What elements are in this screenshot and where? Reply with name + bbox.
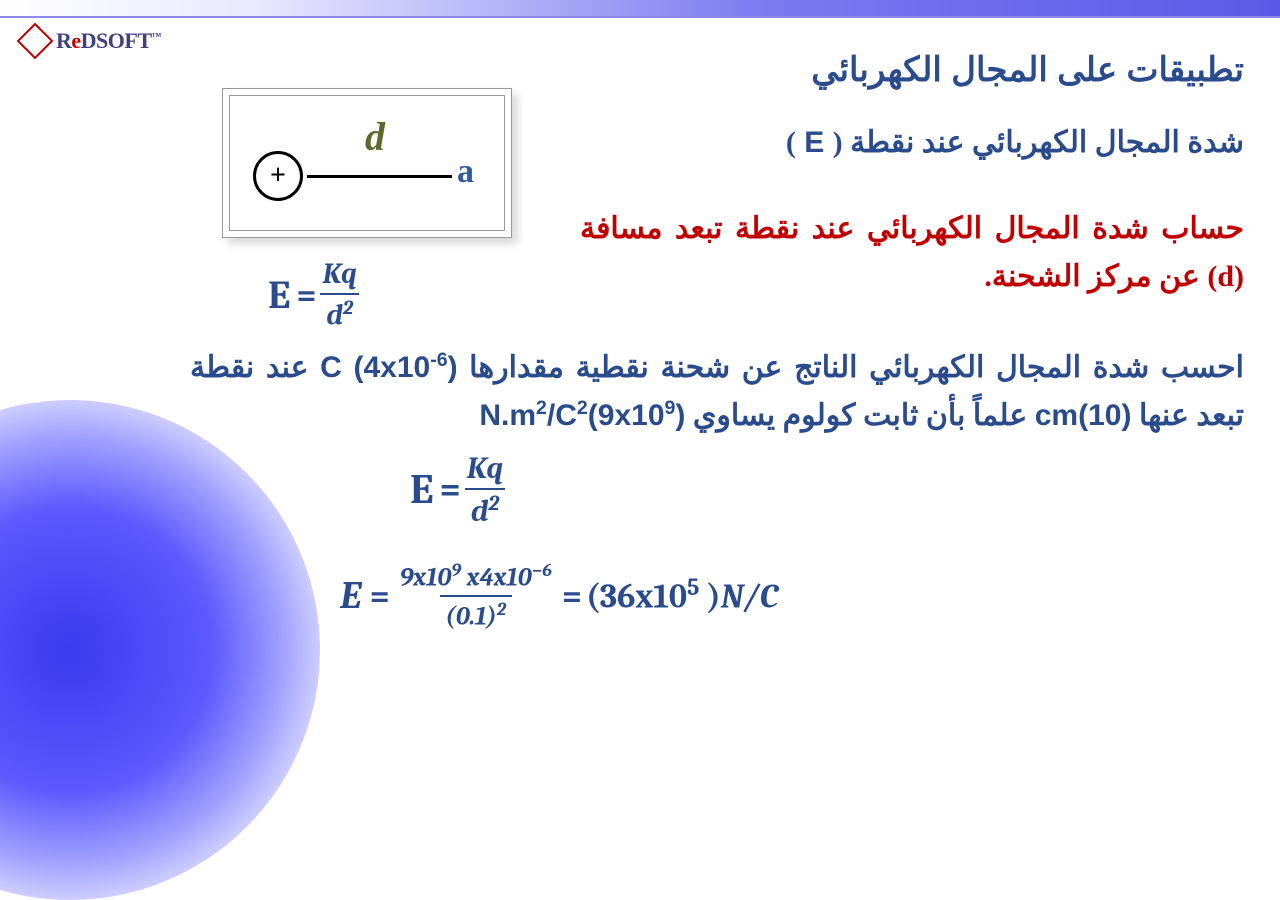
logo-tm: ™ — [152, 32, 162, 43]
f2-num: Kq — [461, 450, 509, 488]
f3-num: 9x109 x4x10−6 — [394, 560, 558, 595]
f1-den-exp: 2 — [343, 297, 353, 320]
f3-unit: N/C — [721, 577, 779, 617]
prob-kv-base: 9x10 — [598, 399, 665, 432]
prob-kv-open: ( — [588, 399, 598, 432]
prob-ku-exp2: 2 — [577, 397, 588, 419]
sub2-d: d — [1217, 260, 1234, 293]
point-label-a: a — [457, 153, 474, 191]
prob-p3: علماً بأن ثابت كولوم يساوي — [685, 399, 1027, 432]
bottom-left-decorative-corner — [0, 400, 320, 900]
prob-c-unit: C — [320, 351, 342, 384]
distance-line — [307, 175, 452, 178]
sub2-paren-close: ) — [1207, 260, 1217, 293]
sub1-paren-open: ( — [833, 126, 843, 159]
f1-lhs: E — [268, 272, 290, 318]
logo-diamond-icon — [17, 23, 54, 60]
sub1-text: شدة المجال الكهربائي عند نقطة — [850, 126, 1244, 159]
f3-fraction: 9x109 x4x10−6 (0.1)2 — [394, 560, 558, 631]
prob-kv-exp: 9 — [665, 397, 676, 419]
prob-k-val: (9x109) — [588, 399, 686, 432]
f2-den: d2 — [465, 488, 505, 529]
subtitle-electric-field-strength: شدة المجال الكهربائي عند نقطة ( E ) — [786, 125, 1244, 160]
formula-e-kq-d2-repeat: E= Kq d2 — [410, 450, 509, 529]
f2-den-exp: 2 — [488, 492, 499, 516]
f3-num-a: 9x10 — [400, 563, 452, 593]
charge-diagram: + d a — [222, 88, 512, 238]
f3-eq: = — [370, 576, 390, 616]
prob-dist-val: (10) — [1078, 399, 1131, 432]
sub1-e-symbol: E — [796, 126, 833, 159]
f3-num-mid: x4x10 — [461, 563, 532, 593]
prob-ku-base: N.m — [479, 399, 536, 432]
prob-ku-slash: /C — [547, 399, 577, 432]
sub1-paren-close: ) — [786, 126, 796, 159]
f2-fraction: Kq d2 — [461, 450, 509, 529]
prob-val1-close: ) — [448, 351, 458, 384]
prob-val1: (4x10-6) — [353, 351, 457, 384]
f3-den-exp: 2 — [497, 599, 506, 620]
f1-eq: = — [296, 275, 316, 315]
formula-solution: E= 9x109 x4x10−6 (0.1)2 = (36x105 )N/C — [340, 560, 778, 631]
page-title: تطبيقات على المجال الكهربائي — [811, 50, 1244, 90]
logo-r: R — [56, 28, 71, 53]
sub2-pre: حساب شدة المجال الكهربائي عند نقطة تبعد … — [580, 212, 1244, 245]
top-decorative-border — [0, 0, 1280, 18]
f3-num-a-exp: 9 — [451, 560, 461, 581]
formula-e-kq-d2: E= Kq d2 — [268, 258, 363, 333]
logo-suffix: DSOFT — [81, 28, 152, 53]
f3-res-close: ) — [699, 577, 720, 617]
logo-text: ReDSOFT™ — [56, 28, 161, 54]
prob-dist-unit: cm — [1035, 399, 1078, 432]
f3-res-exp: 5 — [687, 574, 699, 601]
f3-lhs: E — [340, 574, 362, 618]
f2-den-base: d — [471, 493, 489, 529]
sub2-post: عن مركز الشحنة. — [984, 260, 1207, 293]
positive-charge-icon: + — [253, 151, 303, 201]
f3-res-base: 36x10 — [600, 577, 687, 617]
prob-val1-base: 4x10 — [363, 351, 430, 384]
distance-label-d: d — [365, 113, 385, 160]
f1-num: Kq — [317, 258, 363, 293]
f2-lhs: E — [410, 465, 433, 514]
f3-eq2: = — [562, 576, 582, 616]
prob-val1-exp: -6 — [430, 349, 447, 371]
logo-e: e — [71, 28, 80, 53]
f1-fraction: Kq d2 — [317, 258, 363, 333]
f3-res-open: ( — [586, 577, 600, 617]
sub2-paren-open: ( — [1234, 260, 1244, 293]
f3-result: (36x105 )N/C — [586, 574, 778, 616]
prob-kv-close: ) — [675, 399, 685, 432]
logo: ReDSOFT™ — [22, 28, 161, 54]
problem-text: احسب شدة المجال الكهربائي الناتج عن شحنة… — [190, 344, 1244, 440]
f1-den: d2 — [320, 293, 359, 333]
f1-den-base: d — [326, 300, 343, 333]
f2-eq: = — [439, 469, 460, 510]
f3-den: (0.1)2 — [440, 595, 512, 632]
subtitle-calculation-desc: حساب شدة المجال الكهربائي عند نقطة تبعد … — [580, 205, 1244, 301]
f3-num-b-exp: −6 — [532, 560, 552, 581]
prob-p1: احسب شدة المجال الكهربائي الناتج عن شحنة… — [458, 351, 1244, 384]
prob-val1-open: ( — [353, 351, 363, 384]
prob-ku-exp1: 2 — [536, 397, 547, 419]
prob-k-unit: N.m2/C2 — [479, 399, 587, 432]
f3-den-a: (0.1) — [446, 601, 497, 631]
